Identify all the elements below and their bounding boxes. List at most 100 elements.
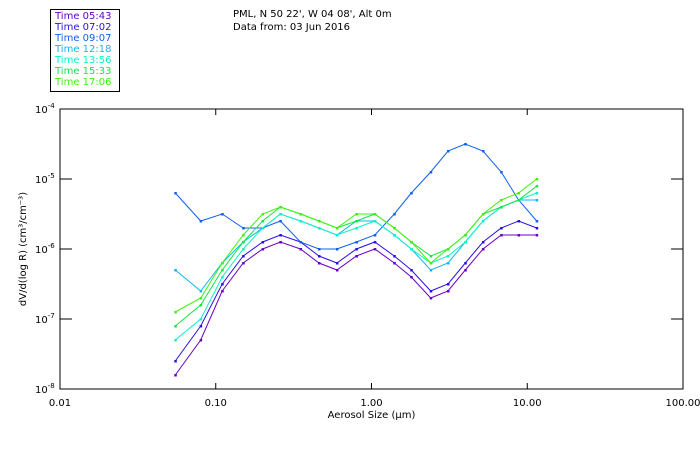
series-line [174, 143, 538, 250]
series-line [175, 178, 538, 313]
legend-entry: Time 13:56 [55, 55, 112, 66]
data-point [199, 325, 203, 328]
data-point [410, 248, 413, 251]
data-point [199, 304, 203, 307]
data-point [335, 234, 339, 237]
data-point [174, 339, 177, 342]
x-tick-label: 0.01 [49, 398, 71, 409]
data-point [335, 227, 339, 230]
data-point [299, 220, 302, 223]
y-tick-label: 10-8 [35, 382, 55, 396]
data-point [482, 220, 485, 223]
data-point [429, 262, 433, 265]
legend-entry: Time 07:02 [55, 22, 112, 33]
data-point [221, 283, 224, 286]
data-point [242, 241, 245, 244]
y-axis-label: dV/d(log R) (cm³/cm⁻³) [18, 192, 29, 306]
data-point [410, 241, 413, 244]
data-point [261, 220, 265, 223]
data-point [393, 234, 396, 237]
data-point [447, 262, 450, 265]
data-point [482, 150, 485, 153]
data-point [429, 255, 433, 258]
data-point [535, 234, 539, 237]
chart-title: PML, N 50 22', W 04 08', Alt 0m [233, 9, 392, 20]
data-point [335, 248, 339, 251]
series-line [174, 220, 537, 362]
data-point [517, 192, 521, 195]
data-point [261, 241, 265, 244]
y-tick-label: 10-6 [35, 242, 55, 256]
x-tick-label: 10.00 [513, 398, 542, 409]
data-point [535, 199, 539, 202]
y-tick-label: 10-7 [35, 312, 55, 326]
legend-entry: Time 15:33 [55, 66, 112, 77]
data-point [373, 248, 377, 251]
data-point [482, 248, 485, 251]
data-point [373, 213, 377, 216]
data-point [221, 213, 224, 216]
data-point [261, 248, 265, 251]
data-point [242, 234, 245, 237]
data-point [279, 220, 282, 223]
data-point [174, 311, 177, 314]
data-point [429, 297, 433, 300]
data-point [317, 248, 321, 251]
data-point [464, 269, 467, 272]
data-point [393, 262, 396, 265]
x-axis-label: Aerosol Size (μm) [328, 410, 416, 421]
data-point [174, 325, 177, 328]
data-point [500, 227, 503, 230]
data-point [221, 290, 224, 293]
data-point [464, 143, 467, 146]
data-point [393, 213, 396, 216]
data-point [500, 171, 503, 174]
data-point [279, 206, 282, 209]
legend-entry: Time 05:43 [55, 11, 112, 22]
data-point [355, 227, 358, 230]
data-point [299, 213, 302, 216]
data-point [535, 178, 539, 181]
data-point [464, 262, 467, 265]
data-point [517, 234, 521, 237]
data-point [299, 241, 302, 244]
data-point [482, 213, 485, 216]
data-point [317, 227, 321, 230]
legend-entry: Time 12:18 [55, 44, 112, 55]
data-point [373, 234, 377, 237]
data-point [429, 171, 433, 174]
data-point [482, 241, 485, 244]
data-point [317, 255, 321, 258]
y-tick-label: 10-5 [35, 172, 55, 186]
data-point [355, 248, 358, 251]
data-point [174, 192, 177, 195]
data-point [174, 360, 177, 363]
y-tick-label: 10-4 [35, 102, 55, 116]
series-line [174, 192, 537, 341]
data-point [279, 234, 282, 237]
data-point [410, 192, 413, 195]
data-point [317, 262, 321, 265]
data-point [535, 185, 539, 188]
data-point [500, 234, 503, 237]
legend: Time 05:43 Time 07:02 Time 09:07 Time 12:18… [50, 9, 120, 92]
data-point [199, 318, 203, 321]
data-point [299, 248, 302, 251]
data-point [517, 199, 521, 202]
data-point [429, 269, 433, 272]
data-point [447, 255, 450, 258]
data-point [221, 262, 224, 265]
data-point [464, 234, 467, 237]
data-point [464, 241, 467, 244]
data-point [355, 213, 358, 216]
data-point [535, 227, 539, 230]
data-point [335, 262, 339, 265]
x-tick-label: 1.00 [360, 398, 382, 409]
data-point [261, 227, 265, 230]
data-point [317, 220, 321, 223]
data-point [500, 206, 503, 209]
x-tick-label: 100.00 [666, 398, 700, 409]
legend-entry: Time 17:06 [55, 77, 112, 88]
data-point [242, 262, 245, 265]
data-point [517, 220, 521, 223]
